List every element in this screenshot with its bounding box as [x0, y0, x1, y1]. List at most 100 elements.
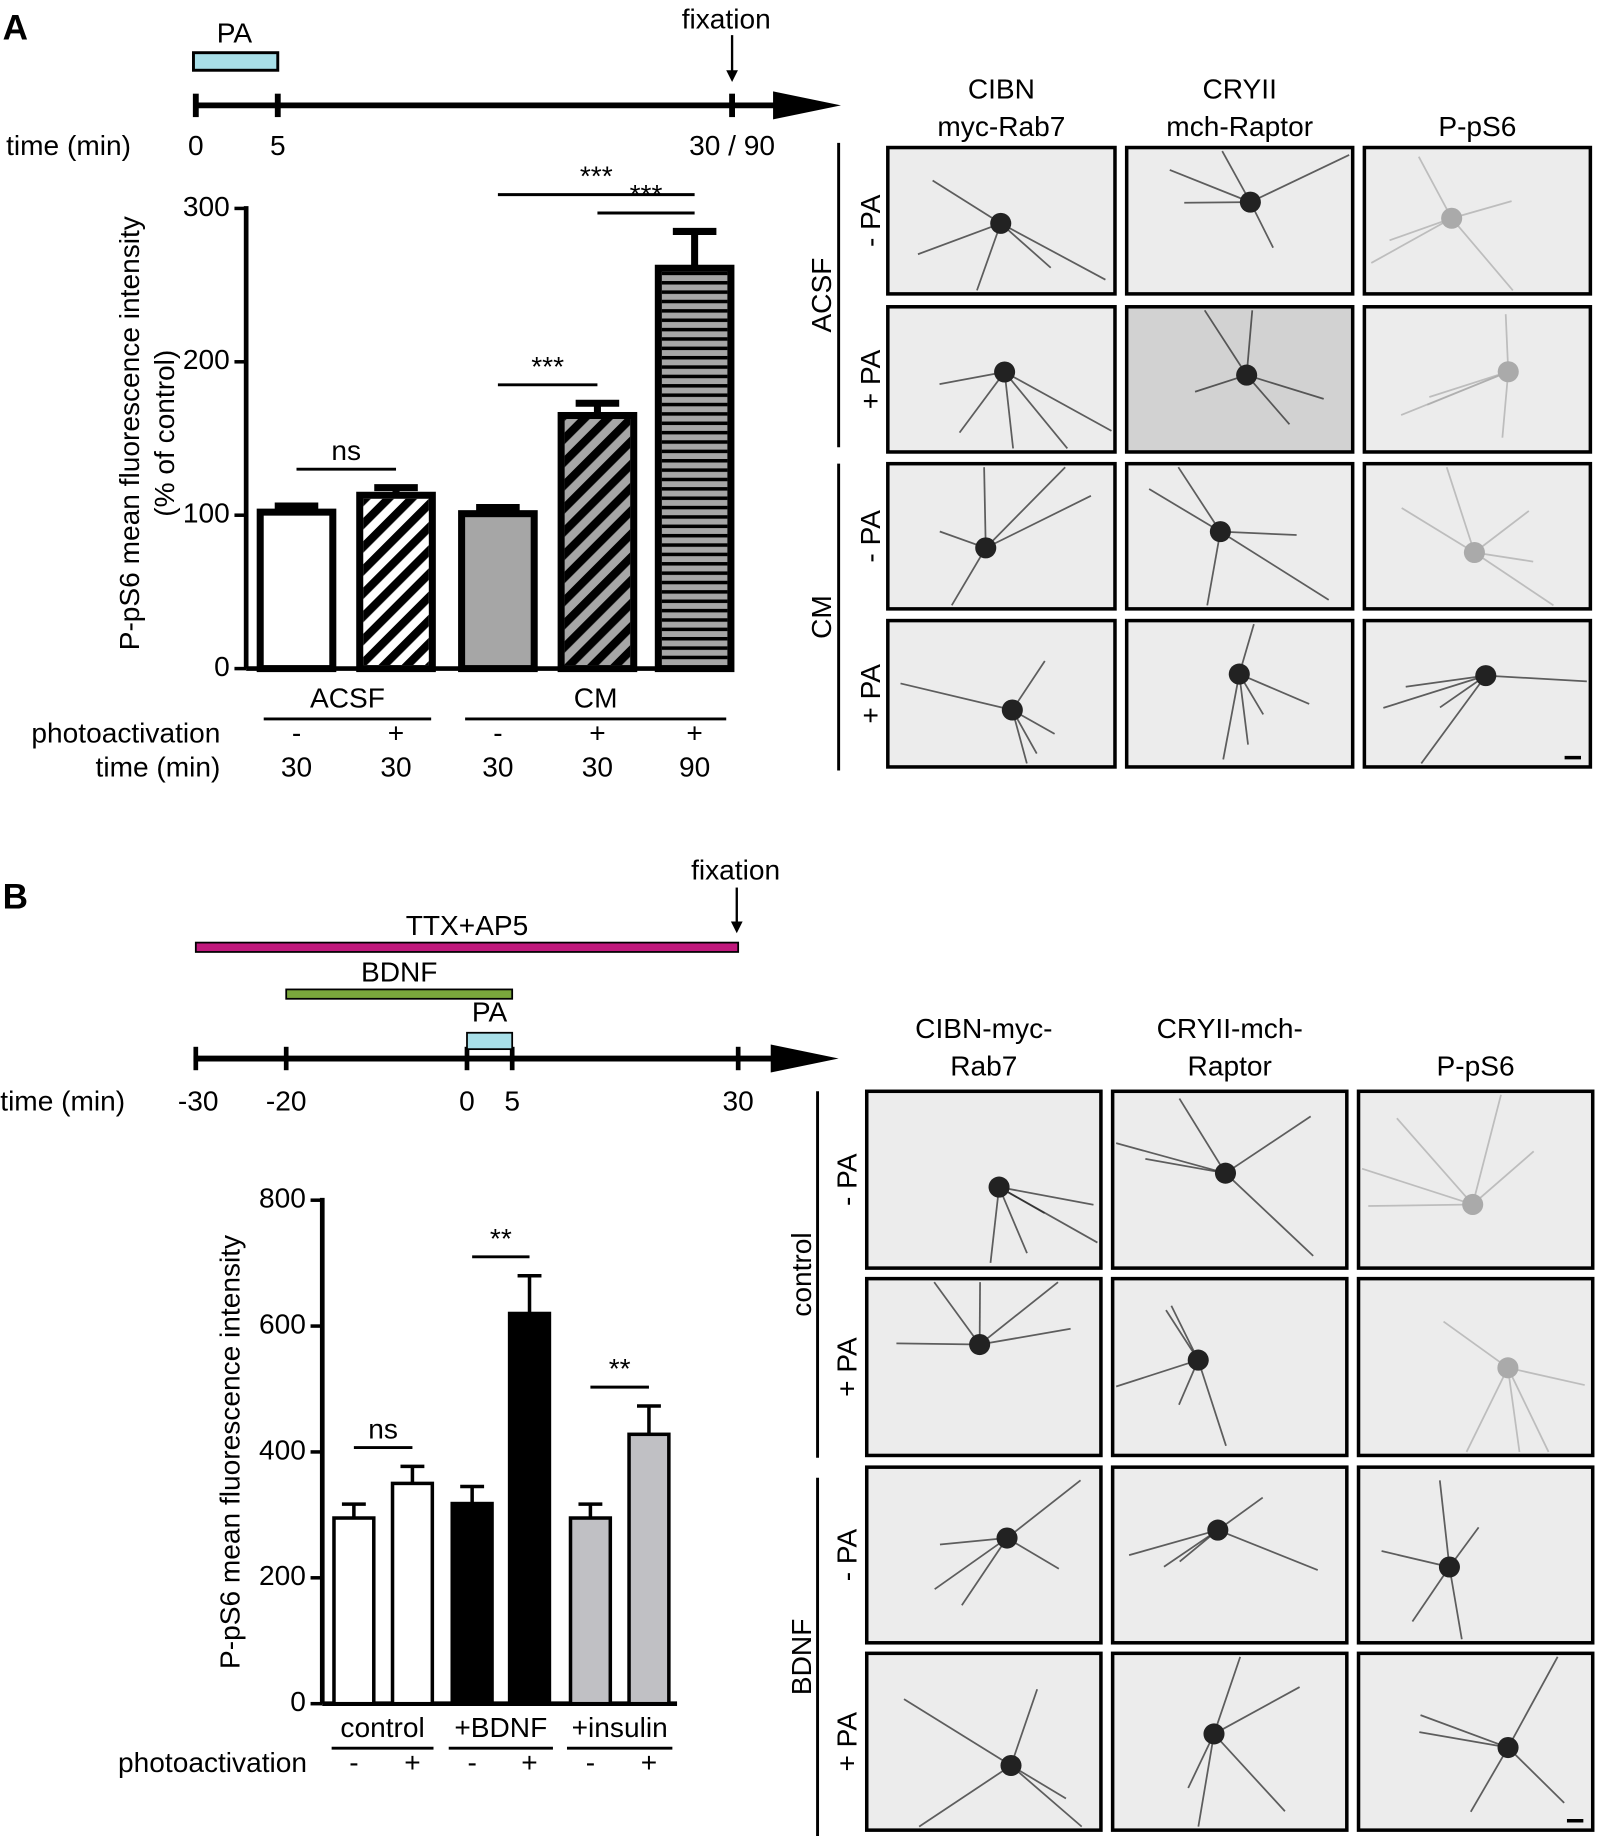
timeline-bar [192, 51, 280, 72]
column-label: mch-Raptor [1166, 111, 1313, 142]
neurite [951, 547, 987, 606]
y-axis-label: P-pS6 mean fluorescence intensity [215, 1235, 246, 1669]
column-label: CIBN [968, 74, 1035, 105]
row-label: + PA [832, 1712, 863, 1772]
row-label: - PA [855, 194, 886, 247]
soma [969, 1333, 991, 1356]
row-value: + [686, 718, 702, 749]
row-value: - [349, 1747, 358, 1778]
neurite [1438, 1480, 1451, 1568]
neurite [979, 1281, 1059, 1346]
bar [568, 1516, 613, 1706]
neurite [1448, 1566, 1463, 1640]
group-label: control [786, 1232, 817, 1316]
micrograph [886, 618, 1117, 769]
neurite [958, 371, 1006, 434]
neurite [933, 1281, 981, 1346]
neurite [961, 1537, 1008, 1606]
group-label: ACSF [806, 258, 837, 333]
neurite [1220, 530, 1297, 536]
soma [1214, 1162, 1237, 1184]
timeline-marker: fixation [691, 855, 780, 886]
neurite [998, 1186, 1094, 1206]
neurite [1417, 156, 1453, 219]
neurite [1010, 1764, 1083, 1828]
micrograph [1110, 1276, 1349, 1458]
y-axis-label: P-pS6 mean fluorescence intensity [114, 216, 145, 650]
y-tick-label: 300 [183, 191, 230, 222]
neurite [1222, 673, 1241, 760]
neurite [1443, 1320, 1509, 1369]
timeline-bar [194, 941, 740, 953]
micrograph [1362, 618, 1593, 769]
significance-label: ** [609, 1353, 631, 1384]
neurite [939, 1537, 1008, 1546]
row-value: - [467, 1747, 476, 1778]
neurite [1420, 1714, 1509, 1749]
row-label: photoactivation [31, 718, 220, 749]
timeline-tick-label: 5 [270, 130, 286, 161]
y-tick-label: 600 [259, 1308, 306, 1339]
soma [1463, 541, 1485, 564]
soma [1203, 1723, 1225, 1745]
neurite [1184, 201, 1251, 204]
soma [1438, 1556, 1460, 1578]
soma [1236, 364, 1258, 386]
neurite [1473, 551, 1554, 607]
neurite [1163, 1529, 1219, 1568]
micrograph [864, 1089, 1103, 1270]
row-value: + [641, 1747, 657, 1778]
neurite [1224, 1115, 1312, 1174]
neurite [1381, 1550, 1450, 1568]
significance-label: ns [331, 435, 361, 466]
timeline-bar-label: TTX+AP5 [406, 910, 529, 941]
row-label: + PA [832, 1337, 863, 1397]
bar [450, 1501, 494, 1706]
bar [332, 1516, 376, 1706]
neurite [1217, 1529, 1319, 1571]
row-label: + PA [855, 349, 886, 409]
row-value: 30 [582, 752, 613, 783]
row-value: 30 [482, 752, 513, 783]
neurite [896, 1342, 980, 1346]
neurite [1368, 1203, 1473, 1207]
neurite [1401, 507, 1475, 554]
column-label: CRYII [1202, 74, 1276, 105]
row-label: - PA [855, 510, 886, 563]
timeline-bar-label: BDNF [361, 957, 437, 988]
neurite [976, 223, 1002, 291]
neurite [1177, 466, 1222, 533]
group-label: control [340, 1712, 424, 1743]
neurite [1010, 1688, 1039, 1766]
neurite [1219, 530, 1330, 601]
micrograph [1110, 1651, 1349, 1832]
y-tick-label: 400 [259, 1434, 306, 1465]
neurite [1238, 673, 1249, 745]
neurite [1203, 309, 1248, 376]
neurite [1006, 1479, 1082, 1539]
column-label: CIBN-myc- [915, 1013, 1052, 1044]
fixation-arrow-head [730, 921, 743, 934]
timeline-bar-label: PA [217, 18, 253, 49]
micrograph [1356, 1465, 1595, 1645]
significance-label: *** [531, 351, 564, 382]
neurite [1370, 217, 1453, 264]
significance-label: ns [368, 1414, 398, 1445]
bar [390, 1481, 435, 1706]
soma [1497, 361, 1519, 383]
neurite [1507, 1366, 1585, 1386]
micrograph [864, 1276, 1103, 1458]
neurite [1238, 673, 1310, 705]
soma [988, 1176, 1010, 1198]
neurite [1145, 1158, 1226, 1175]
panel-label: A [3, 9, 28, 48]
soma [1497, 1736, 1519, 1759]
significance-label: ** [490, 1223, 512, 1254]
row-value: + [388, 718, 404, 749]
column-label: P-pS6 [1438, 111, 1516, 142]
neurite [1445, 466, 1476, 553]
bar [627, 1432, 671, 1706]
micrograph [1124, 618, 1355, 769]
neurite [985, 466, 1066, 549]
